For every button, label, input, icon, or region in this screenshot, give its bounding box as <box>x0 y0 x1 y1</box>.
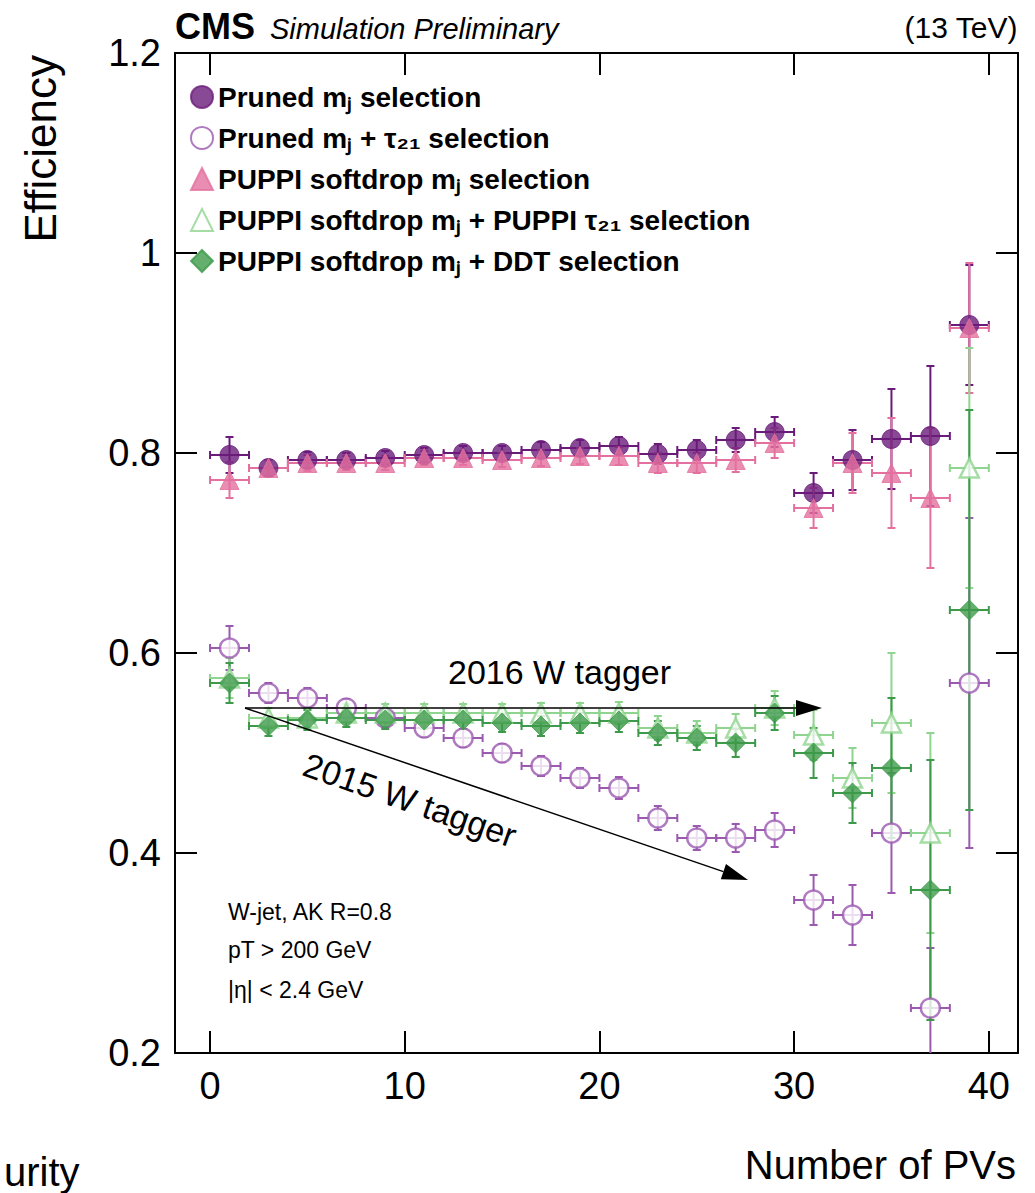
svg-text:0: 0 <box>199 1065 220 1107</box>
svg-text:PUPPI softdrop mⱼ + DDT select: PUPPI softdrop mⱼ + DDT selection <box>218 246 680 279</box>
svg-text:0.6: 0.6 <box>108 632 161 674</box>
svg-text:Simulation Preliminary: Simulation Preliminary <box>270 13 560 45</box>
svg-text:20: 20 <box>578 1065 620 1107</box>
svg-text:0.4: 0.4 <box>108 832 161 874</box>
svg-text:urity: urity <box>4 1150 80 1193</box>
svg-text:PUPPI softdrop mⱼ selection: PUPPI softdrop mⱼ selection <box>218 164 590 197</box>
svg-text:Pruned mⱼ selection: Pruned mⱼ selection <box>218 82 481 115</box>
svg-text:Number of PVs: Number of PVs <box>745 1143 1016 1187</box>
svg-text:CMS: CMS <box>175 6 255 47</box>
svg-text:30: 30 <box>773 1065 815 1107</box>
svg-text:2016 W tagger: 2016 W tagger <box>448 653 671 691</box>
svg-text:(13 TeV): (13 TeV) <box>905 11 1018 44</box>
svg-text:pT > 200 GeV: pT > 200 GeV <box>228 937 372 963</box>
svg-text:10: 10 <box>384 1065 426 1107</box>
svg-text:2015 W tagger: 2015 W tagger <box>299 745 522 854</box>
svg-text:1.2: 1.2 <box>108 32 161 74</box>
svg-text:0.2: 0.2 <box>108 1032 161 1074</box>
svg-text:|η| < 2.4 GeV: |η| < 2.4 GeV <box>228 977 364 1003</box>
svg-text:1: 1 <box>140 232 161 274</box>
svg-text:W-jet, AK R=0.8: W-jet, AK R=0.8 <box>228 899 392 925</box>
svg-text:40: 40 <box>968 1065 1010 1107</box>
svg-text:Efficiency: Efficiency <box>16 55 65 243</box>
svg-text:PUPPI softdrop mⱼ + PUPPI τ₂₁: PUPPI softdrop mⱼ + PUPPI τ₂₁ selection <box>218 205 750 238</box>
svg-text:0.8: 0.8 <box>108 432 161 474</box>
svg-text:Pruned mⱼ + τ₂₁ selection: Pruned mⱼ + τ₂₁ selection <box>218 123 550 156</box>
